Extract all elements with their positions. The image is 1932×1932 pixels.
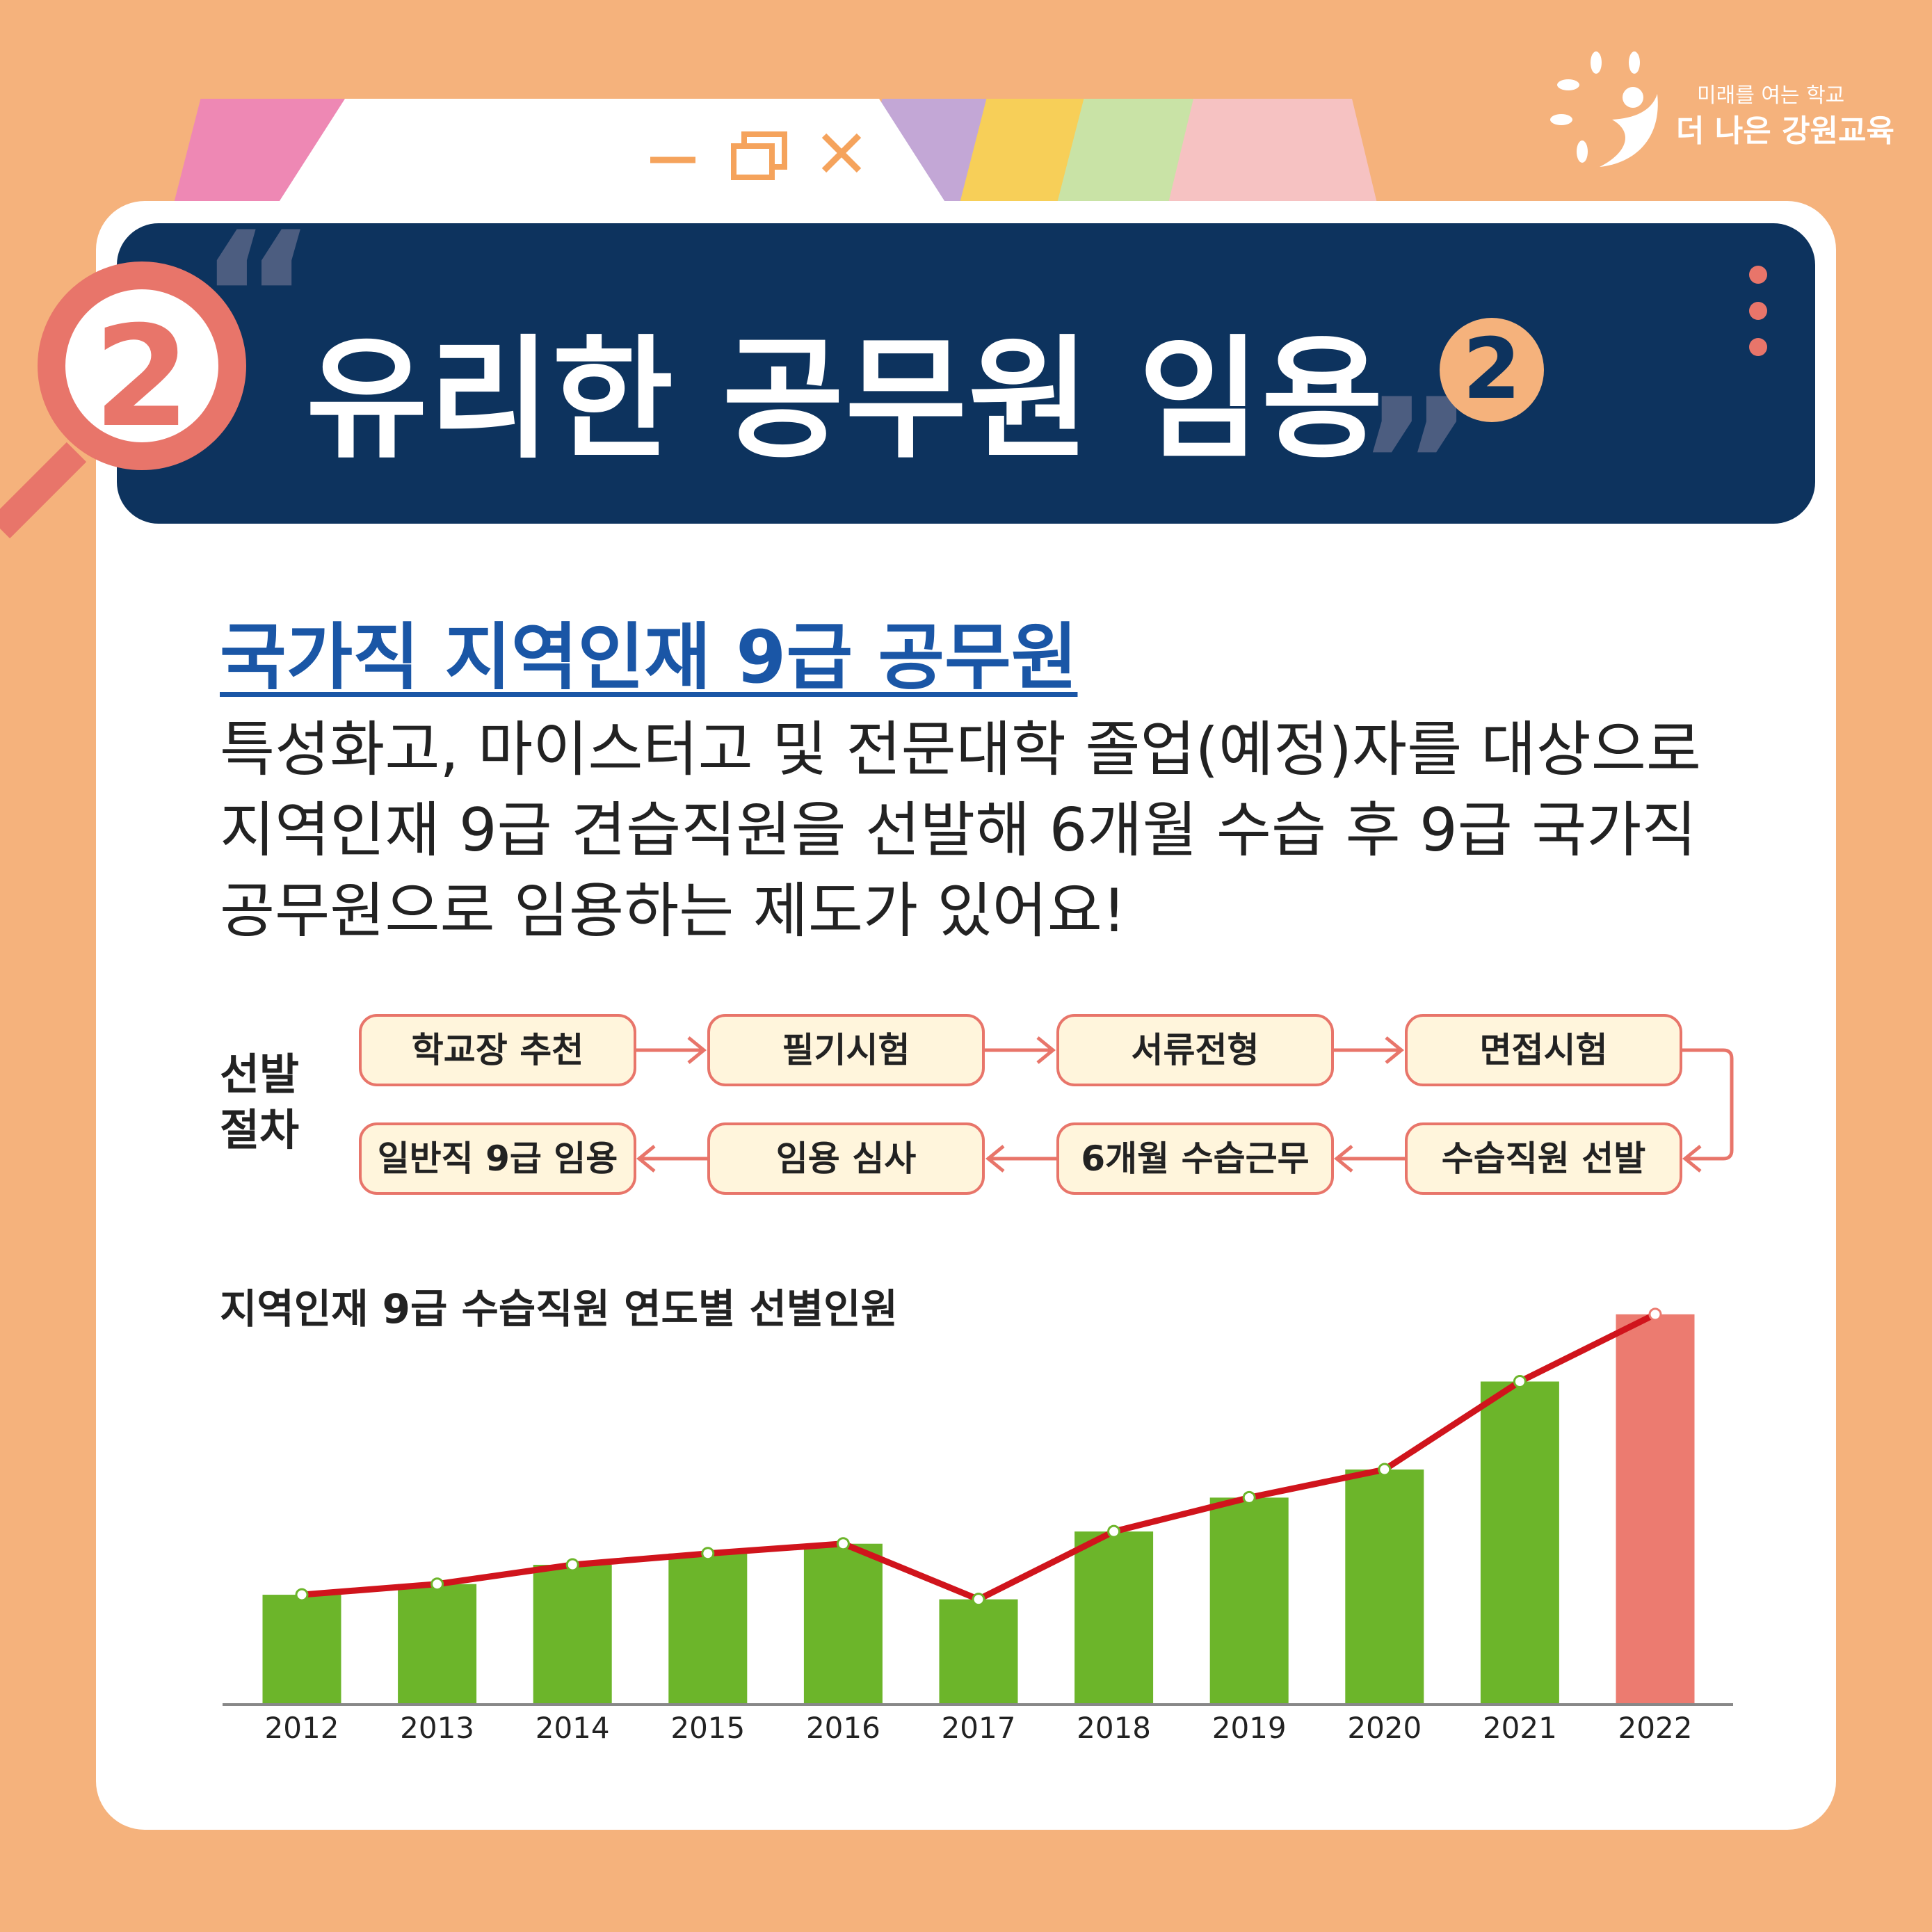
x-tick-label: 2017: [941, 1711, 1016, 1745]
bar-chart: [223, 1307, 1733, 1706]
close-icon[interactable]: [821, 133, 862, 173]
part-number-badge: 2: [1440, 318, 1544, 422]
description: 특성화고, 마이스터고 및 전문대학 졸업(예정)자를 대상으로 지역인재 9급…: [220, 715, 1702, 946]
line-point: [972, 1593, 985, 1607]
x-tick-label: 2013: [400, 1711, 475, 1745]
brand-logo-icon: [1550, 51, 1658, 167]
more-dot-icon[interactable]: [1749, 266, 1767, 284]
more-dot-icon[interactable]: [1749, 338, 1767, 356]
bar-2020: [1345, 1469, 1424, 1703]
line-point: [1107, 1524, 1121, 1538]
tab-active: [278, 99, 946, 203]
section-number-badge: 2: [93, 296, 191, 458]
magnifier-icon: [0, 261, 246, 539]
more-dot-icon[interactable]: [1749, 302, 1767, 320]
x-tick-label: 2022: [1618, 1711, 1693, 1745]
flow-step: 면접시험: [1405, 1014, 1682, 1086]
line-point: [836, 1537, 850, 1551]
bar-2015: [668, 1553, 748, 1703]
x-tick-label: 2016: [805, 1711, 880, 1745]
line-point: [1242, 1490, 1256, 1504]
flow-step: 6개월 수습근무: [1056, 1122, 1334, 1195]
brand-tagline: 미래를 여는 학교: [1697, 83, 1845, 108]
x-tick-label: 2015: [670, 1711, 746, 1745]
line-point: [701, 1547, 715, 1561]
flow-label: 선발 절차: [220, 1047, 299, 1158]
flow-label-line: 절차: [220, 1104, 300, 1155]
bar-2022: [1616, 1314, 1695, 1703]
x-tick-label: 2020: [1347, 1711, 1422, 1745]
flow-step: 임용 심사: [707, 1122, 985, 1195]
x-tick-label: 2019: [1211, 1711, 1287, 1745]
chart-title: 지역인재 9급 수습직원 연도별 선별인원: [220, 1285, 898, 1333]
section-subtitle: 국가직 지역인재 9급 공무원: [220, 615, 1078, 700]
bar-2018: [1074, 1531, 1154, 1703]
bar-2012: [262, 1595, 341, 1703]
bar-2016: [803, 1543, 883, 1703]
x-tick-label: 2012: [264, 1711, 339, 1745]
line-point: [1513, 1374, 1527, 1388]
x-tick-label: 2014: [535, 1711, 610, 1745]
bar-2019: [1209, 1497, 1289, 1703]
flow-step: 학교장 추천: [359, 1014, 636, 1086]
x-tick-label: 2018: [1077, 1711, 1152, 1745]
window-controls: [650, 131, 862, 180]
bar-2013: [398, 1584, 477, 1703]
line-point: [295, 1588, 309, 1602]
flow-step: 필기시험: [707, 1014, 985, 1086]
flow-step: 서류전형: [1056, 1014, 1334, 1086]
line-point: [1378, 1463, 1392, 1476]
flow-arrows: [636, 1036, 1734, 1173]
bar-2014: [533, 1565, 612, 1703]
flow-label-line: 선발: [220, 1049, 300, 1100]
tab-lightpink: [1168, 99, 1377, 203]
restore-icon[interactable]: [731, 131, 787, 180]
x-tick-label: 2021: [1482, 1711, 1557, 1745]
trend-line: [301, 1311, 1657, 1603]
bar-2021: [1480, 1381, 1559, 1703]
flow-step: 수습직원 선발: [1405, 1122, 1682, 1195]
line-point: [565, 1558, 579, 1572]
bar-2017: [939, 1599, 1018, 1703]
flow-step: 일반직 9급 임용: [359, 1122, 636, 1195]
brand-name: 더 나은 강원교육: [1676, 113, 1894, 149]
page-title: 유리한 공무원 임용: [306, 323, 1385, 476]
line-point: [430, 1577, 444, 1591]
line-point: [1648, 1307, 1662, 1321]
